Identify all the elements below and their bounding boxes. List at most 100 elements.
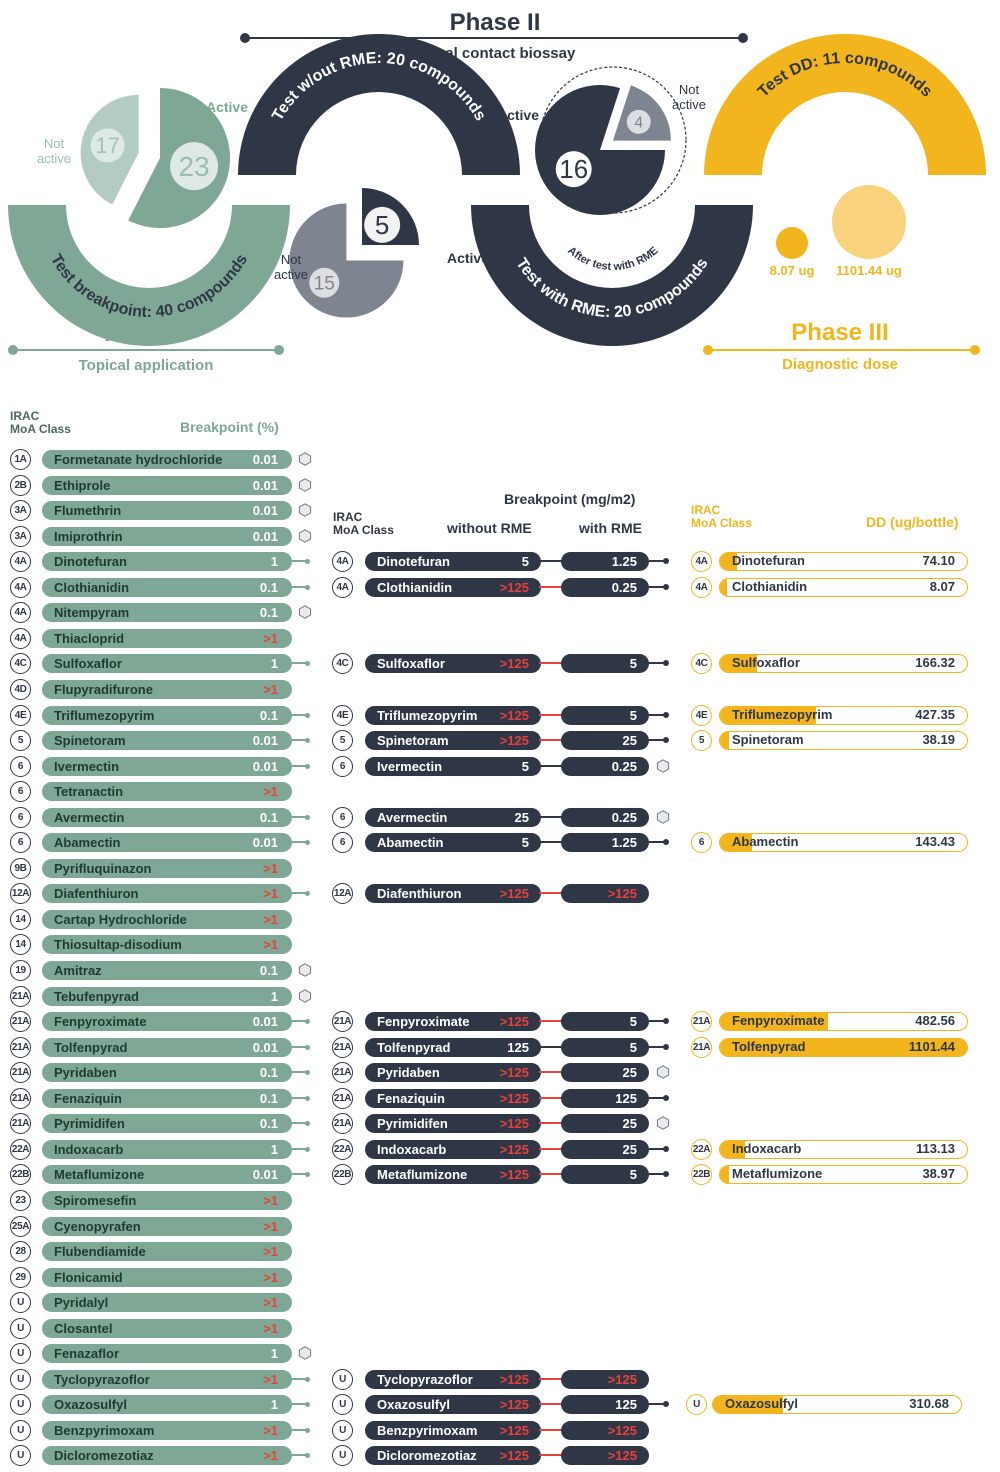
pie-after-dashed-ring (539, 66, 687, 214)
with-rme-value: 1.25 (611, 834, 637, 850)
moa-badge: 3A (10, 525, 31, 547)
moa-badge: U (10, 1368, 31, 1390)
moa-badge: 4C (691, 652, 712, 674)
compound-name: Tolfenpyrad (54, 1039, 128, 1055)
compound-name: Amitraz (54, 962, 102, 978)
pie-after-active-label: Active (497, 107, 539, 123)
phase1-notactive-label-2: active (37, 151, 71, 166)
moa-badge: 21A (10, 1087, 31, 1109)
moa-badge: 22A (691, 1138, 712, 1160)
breakpoint-value: >1 (263, 1371, 278, 1387)
moa-badge: 12A (332, 882, 353, 904)
dd-pill: Oxazosulfyl 310.68 (712, 1394, 962, 1414)
phase1-connector-dot (305, 763, 310, 769)
breakpoint-value: 0.01 (252, 1039, 278, 1055)
moa-badge: 3A (10, 499, 31, 521)
moa-badge: 9B (10, 857, 31, 879)
moa-badge: U (10, 1291, 31, 1313)
breakpoint-value: >1 (263, 630, 278, 646)
hexagon-icon (656, 1116, 670, 1130)
compound-name: Formetanate hydrochloride (54, 451, 223, 467)
phase1-connector-dot (305, 1401, 310, 1407)
phase1-compound-pill: Sulfoxaflor 1 (42, 653, 292, 673)
phase1-connector-dot (305, 1018, 310, 1024)
without-rme-value: >125 (499, 1013, 529, 1029)
phase1-compound-pill: Indoxacarb 1 (42, 1139, 292, 1159)
with-rme-pill: 125 (561, 1394, 649, 1414)
compound-name: Spinetoram (732, 731, 804, 747)
without-rme-pill: Indoxacarb >125 (365, 1139, 541, 1159)
phase1-compound-pill: Tetranactin >1 (42, 781, 292, 801)
phase3-subtitle: Diagnostic dose (782, 356, 898, 373)
dd-value: 8.07 (929, 578, 955, 594)
dd-pill: Triflumezopyrim 427.35 (719, 705, 968, 725)
rme-connector (539, 841, 563, 843)
arc-with-rme (471, 205, 753, 346)
phase2-connector (649, 586, 666, 588)
without-rme-pill: Avermectin 25 (365, 807, 541, 827)
phase1-connector (292, 765, 308, 767)
dd-pill: Sulfoxaflor 166.32 (719, 653, 968, 673)
compound-name: Diafenthiuron (54, 885, 139, 901)
moa-badge: 6 (691, 831, 712, 853)
phase1-compound-pill: Ivermectin 0.01 (42, 756, 292, 776)
phase1-connector-dot (305, 712, 310, 718)
moa-badge: 6 (332, 831, 353, 853)
phase2-connector (649, 841, 666, 843)
moa-badge: 4E (332, 704, 353, 726)
phase1-compound-pill: Tyclopyrazoflor >1 (42, 1369, 292, 1389)
dd-value: 310.68 (909, 1395, 949, 1411)
moa-badge: 21A (691, 1036, 712, 1058)
compound-name: Abamectin (732, 833, 799, 849)
phase2-connector-dot (663, 737, 669, 743)
moa-badge: 4A (10, 576, 31, 598)
without-rme-pill: Dicloromezotiaz >125 (365, 1445, 541, 1465)
compound-name: Metaflumizone (732, 1165, 823, 1181)
dd-value: 427.35 (915, 706, 955, 722)
phase1-connector-dot (305, 1146, 310, 1152)
without-rme-value: >125 (499, 732, 529, 748)
compound-name: Clothianidin (732, 578, 808, 594)
compound-name: Fenpyroximate (54, 1013, 147, 1029)
phase1-compound-pill: Ethiprole 0.01 (42, 475, 292, 495)
without-rme-value: >125 (499, 1371, 529, 1387)
breakpoint-value: 1 (270, 1141, 278, 1157)
breakpoint-value: 1 (270, 1396, 278, 1412)
moa-badge: 4A (691, 576, 712, 598)
breakpoint-value: 0.01 (252, 451, 278, 467)
compound-name: Oxazosulfyl (54, 1396, 127, 1412)
without-rme-pill: Benzpyrimoxam >125 (365, 1420, 541, 1440)
pie-notactive-badge (90, 128, 125, 163)
moa-badge: 5 (691, 729, 712, 751)
phase1-compound-pill: Diafenthiuron >1 (42, 883, 292, 903)
compound-name: Indoxacarb (732, 1140, 802, 1156)
compound-name: Sulfoxaflor (54, 655, 122, 671)
compound-name: Thiosultap-disodium (54, 936, 182, 952)
phase1-title: Phase I (104, 320, 188, 347)
pie-without-notactive-label-2: active (274, 267, 308, 282)
compound-name: Dinotefuran (54, 553, 127, 569)
moa-badge: 12A (10, 882, 31, 904)
phase2-connector-dot (663, 584, 669, 590)
moa-badge: 19 (10, 959, 31, 981)
phase1-compound-pill: Fenpyroximate 0.01 (42, 1011, 292, 1031)
with-rme-pill: >125 (561, 1369, 649, 1389)
phase1-subtitle: Topical application (79, 357, 214, 374)
phase1-notactive-label-1: Not (44, 136, 65, 151)
compound-name: Sulfoxaflor (377, 655, 445, 671)
phase1-connector-dot (305, 1452, 310, 1458)
p1-irac-header-2: MoA Class (10, 422, 71, 436)
phase1-connector (292, 1403, 308, 1405)
breakpoint-value: 0.1 (259, 809, 278, 825)
phase1-pie: 23 17 (80, 88, 231, 228)
moa-badge: 6 (332, 806, 353, 828)
compound-name: Clothianidin (54, 579, 130, 595)
without-rme-pill: Sulfoxaflor >125 (365, 653, 541, 673)
moa-badge: 4A (691, 550, 712, 572)
without-rme-pill: Metaflumizone >125 (365, 1164, 541, 1184)
pie-notactive-value: 4 (634, 114, 643, 131)
p1-irac-header-1: IRAC (10, 409, 40, 423)
moa-badge: 22B (691, 1163, 712, 1185)
pie-active-badge (555, 151, 592, 188)
breakpoint-value: 1 (270, 988, 278, 1004)
